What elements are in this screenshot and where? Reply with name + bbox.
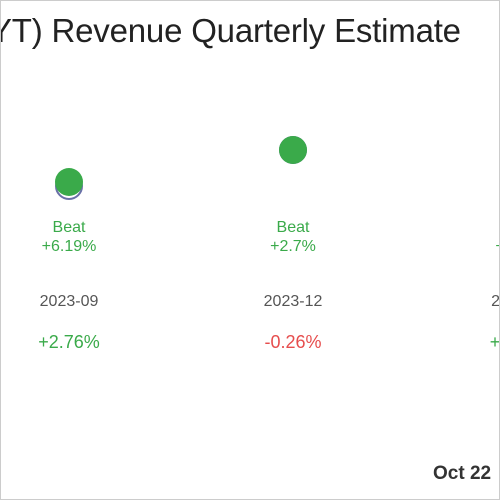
period-label: 2023-12 <box>264 293 323 310</box>
chart-title: YT) Revenue Quarterly Estimate <box>0 12 461 49</box>
actual-marker <box>55 168 83 196</box>
result-label: Beat <box>53 219 86 236</box>
change-label: +1 <box>490 332 500 352</box>
change-label: +2.76% <box>38 332 100 352</box>
footer-date: Oct 22 <box>433 463 492 484</box>
surprise-label: + <box>495 238 500 255</box>
period-label: 2023-09 <box>40 293 99 310</box>
actual-marker <box>279 136 307 164</box>
surprise-label: +6.19% <box>42 238 97 255</box>
surprise-label: +2.7% <box>270 238 316 255</box>
change-label: -0.26% <box>264 332 321 352</box>
result-label: Beat <box>277 219 310 236</box>
period-label: 20 <box>491 293 500 310</box>
